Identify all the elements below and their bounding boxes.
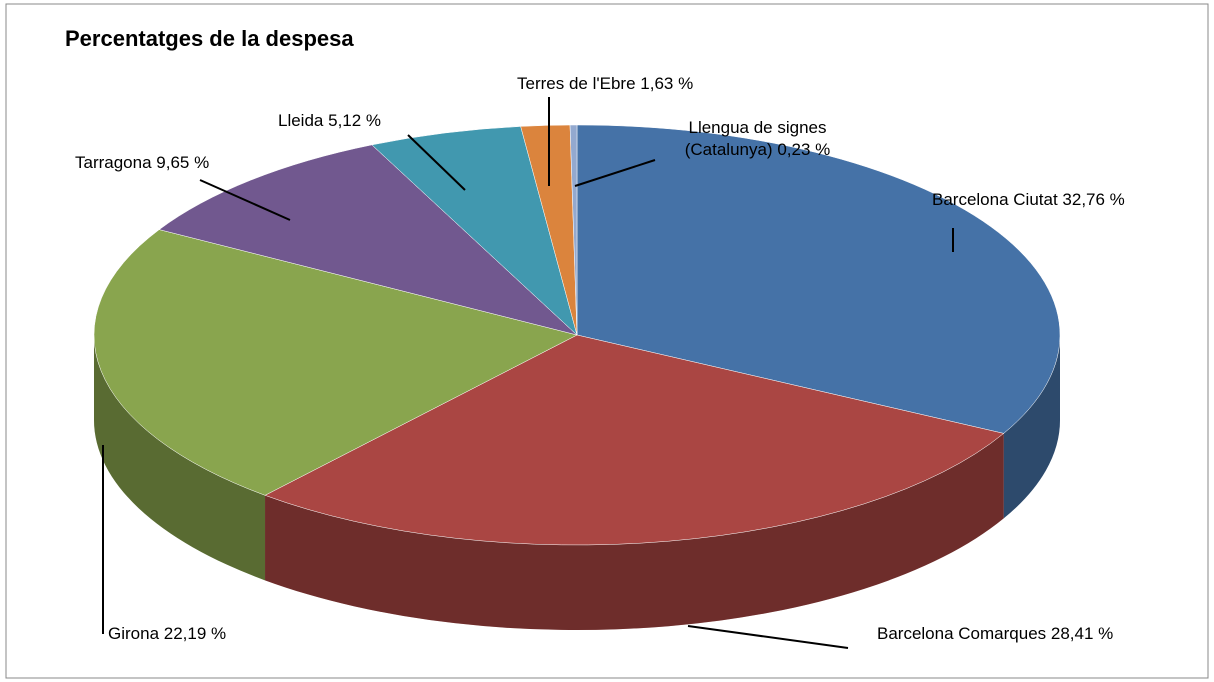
slice-side-shade <box>1003 335 1060 519</box>
data-label: Lleida 5,12 % <box>278 110 381 132</box>
data-label: Tarragona 9,65 % <box>75 152 209 174</box>
data-label: Barcelona Comarques 28,41 % <box>877 623 1113 645</box>
label-category: Tarragona <box>75 153 152 172</box>
slice-side <box>1003 335 1060 519</box>
leader-line <box>574 159 656 187</box>
label-category: Barcelona Comarques <box>877 624 1047 643</box>
label-value: 22,19 % <box>163 624 227 643</box>
slice <box>158 144 578 336</box>
label-value: 0,23 % <box>777 140 831 159</box>
label-value: 1,63 % <box>640 74 694 93</box>
label-value: 9,65 % <box>156 153 210 172</box>
slice <box>576 124 1061 434</box>
label-value: 28,41 % <box>1050 624 1114 643</box>
data-label: Llengua de signes (Catalunya) 0,23 % <box>650 117 865 161</box>
slice-side <box>265 433 1004 630</box>
label-category: Llengua de signes (Catalunya) <box>684 118 827 159</box>
slice <box>371 126 578 336</box>
label-category: Terres de l'Ebre <box>517 74 636 93</box>
slice <box>264 334 1005 546</box>
label-value: 5,12 % <box>328 111 382 130</box>
chart-title: Percentatges de la despesa <box>65 26 354 51</box>
label-category: Girona <box>108 624 160 643</box>
slice-side-shade <box>94 335 266 581</box>
leader-line <box>199 179 291 221</box>
data-label: Girona 22,19 % <box>108 623 226 645</box>
label-value: 32,76 % <box>1062 190 1125 209</box>
data-label: Barcelona Ciutat 32,76 % <box>932 189 1125 211</box>
slice <box>93 229 578 496</box>
leader-line <box>407 134 466 191</box>
leader-line <box>687 625 849 649</box>
slice <box>569 124 578 336</box>
slice-side-shade <box>265 433 1004 630</box>
label-category: Barcelona Ciutat <box>932 190 1058 209</box>
data-label: Terres de l'Ebre 1,63 % <box>517 73 693 95</box>
label-category: Lleida <box>278 111 324 130</box>
slice-side <box>94 335 266 581</box>
